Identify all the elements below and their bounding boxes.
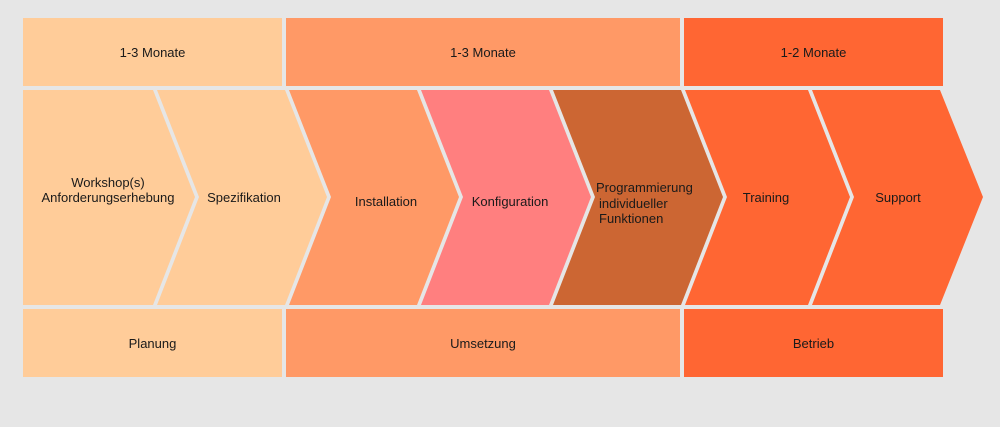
step-label: Konfiguration bbox=[471, 194, 549, 209]
step-label: Funktionen bbox=[599, 211, 664, 226]
step-label: Anforderungserhebung bbox=[41, 190, 175, 205]
chevron-konfiguration bbox=[421, 90, 591, 305]
step-support: Support bbox=[848, 190, 948, 205]
chevron-support bbox=[812, 90, 983, 305]
chevron-workshop bbox=[23, 90, 195, 305]
step-workshop: Workshop(s) Anforderungserhebung bbox=[30, 175, 186, 205]
step-label: Installation bbox=[354, 194, 418, 209]
chevron-programmierung bbox=[553, 90, 723, 305]
chevron-installation bbox=[289, 90, 459, 305]
phase-betrieb: Betrieb bbox=[684, 309, 943, 377]
step-label: individueller bbox=[599, 196, 668, 211]
step-label: Spezifikation bbox=[207, 190, 281, 205]
phase-umsetzung: Umsetzung bbox=[286, 309, 680, 377]
duration-betrieb: 1-2 Monate bbox=[684, 18, 943, 86]
step-label: Workshop(s) bbox=[71, 175, 145, 190]
duration-planung: 1-3 Monate bbox=[23, 18, 282, 86]
step-installation: Installation bbox=[336, 194, 436, 209]
duration-umsetzung: 1-3 Monate bbox=[286, 18, 680, 86]
step-label: Programmierung bbox=[596, 180, 693, 195]
chevron-training bbox=[685, 90, 850, 305]
phase-planung: Planung bbox=[23, 309, 282, 377]
step-spezifikation: Spezifikation bbox=[194, 190, 294, 205]
phase-label: Planung bbox=[128, 335, 177, 351]
duration-label: 1-2 Monate bbox=[780, 44, 847, 60]
step-label: Support bbox=[875, 190, 921, 205]
duration-label: 1-3 Monate bbox=[450, 44, 516, 60]
duration-label: 1-3 Monate bbox=[119, 44, 186, 60]
step-label: Training bbox=[742, 190, 790, 205]
chevron-spezifikation bbox=[157, 90, 327, 305]
step-programmierung: Programmierung individueller Funktionen bbox=[596, 180, 693, 226]
step-konfiguration: Konfiguration bbox=[460, 194, 560, 209]
step-training: Training bbox=[716, 190, 816, 205]
phase-label: Betrieb bbox=[792, 335, 835, 351]
phase-label: Umsetzung bbox=[450, 335, 516, 351]
